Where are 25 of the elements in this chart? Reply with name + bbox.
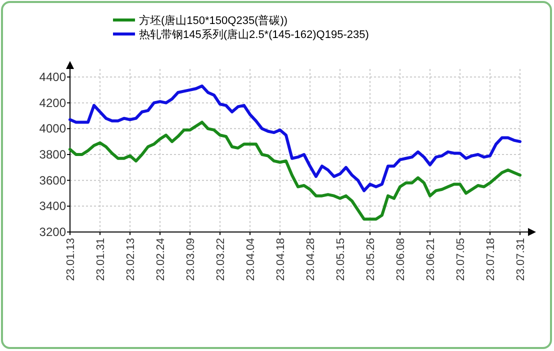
x-tick-label: 23.02.24 xyxy=(155,238,167,281)
x-tick-label: 23.04.18 xyxy=(275,238,287,281)
x-tick-label: 23.02.13 xyxy=(125,238,137,281)
legend-label: 热轧带钢145系列(唐山2.5*(145-162)Q195-235) xyxy=(139,28,369,41)
y-tick-label: 4200 xyxy=(39,96,66,110)
x-tick-label: 23.03.09 xyxy=(185,238,197,281)
y-tick-label: 4000 xyxy=(39,122,66,136)
x-tick-label: 23.03.22 xyxy=(215,238,227,281)
y-tick-label: 3800 xyxy=(39,148,66,162)
x-tick-label: 23.06.08 xyxy=(395,238,407,281)
x-tick-label: 23.07.05 xyxy=(455,238,467,281)
x-tick-label: 23.05.15 xyxy=(335,238,347,281)
y-tick-label: 3600 xyxy=(39,173,66,188)
x-tick-label: 23.06.21 xyxy=(425,238,437,281)
x-tick-label: 23.07.31 xyxy=(515,238,527,281)
y-tick-label: 4400 xyxy=(39,70,66,84)
x-tick-label: 23.07.18 xyxy=(485,238,497,281)
x-tick-label: 23.05.26 xyxy=(365,238,377,281)
x-tick-label: 23.04.28 xyxy=(305,238,317,281)
x-tick-label: 23.01.13 xyxy=(65,238,77,281)
y-tick-label: 3400 xyxy=(39,199,66,214)
x-tick-label: 23.01.31 xyxy=(95,238,107,281)
legend-label: 方坯(唐山150*150Q235(普碳)) xyxy=(139,14,288,27)
y-tick-label: 3200 xyxy=(39,225,66,239)
x-tick-label: 23.04.04 xyxy=(245,238,257,281)
